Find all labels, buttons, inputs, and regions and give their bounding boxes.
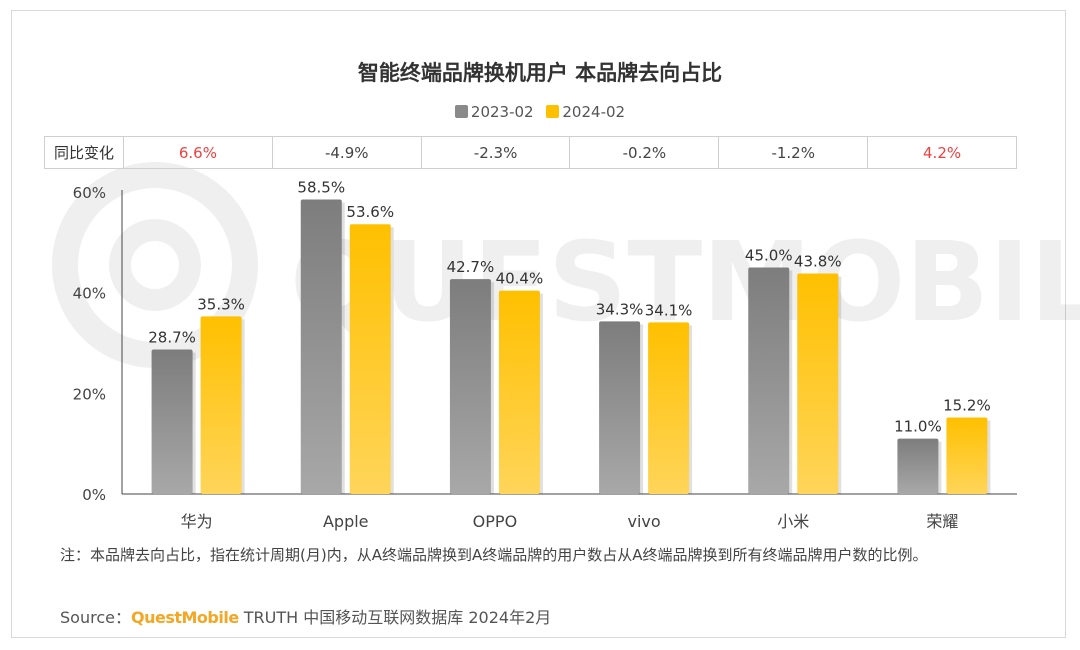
data-label: 53.6% — [346, 203, 394, 221]
x-tick-label: OPPO — [473, 512, 517, 531]
footnote: 注：本品牌去向占比，指在统计周期(月)内，从A终端品牌换到A终端品牌的用户数占从… — [60, 546, 928, 564]
data-label: 42.7% — [447, 258, 495, 276]
data-label: 15.2% — [943, 396, 991, 414]
bar-2024-02 — [946, 417, 988, 494]
yoy-header: 同比变化 — [44, 136, 124, 169]
x-tick-label: Apple — [323, 512, 369, 531]
legend-item-2023: 2023-02 — [454, 103, 534, 121]
y-tick-label: 40% — [73, 285, 106, 303]
data-label: 34.1% — [645, 301, 693, 319]
bar-2023-02 — [151, 349, 193, 494]
legend-item-2024: 2024-02 — [546, 103, 625, 121]
bar-2023-02 — [897, 438, 939, 494]
data-label: 58.5% — [297, 179, 345, 197]
x-tick-label: vivo — [627, 512, 660, 531]
source-prefix: Source： — [60, 608, 131, 627]
legend-label-2024: 2024-02 — [562, 103, 626, 121]
legend: 2023-02 2024-02 — [0, 103, 1080, 121]
y-tick-label: 0% — [82, 486, 106, 504]
source-text: TRUTH 中国移动互联网数据库 2024年2月 — [243, 608, 552, 627]
bar-2024-02 — [797, 273, 839, 494]
bar-2024-02 — [648, 322, 690, 494]
x-tick-label: 华为 — [181, 512, 213, 531]
source-line: Source：QuestMobile TRUTH 中国移动互联网数据库 2024… — [60, 604, 551, 628]
y-tick-label: 60% — [73, 184, 106, 202]
data-label: 45.0% — [745, 247, 793, 265]
bar-2023-02 — [449, 279, 491, 494]
bar-2024-02 — [200, 316, 242, 494]
chart-title: 智能终端品牌换机用户 本品牌去向占比 — [357, 61, 723, 85]
x-tick-label: 小米 — [777, 512, 809, 531]
yoy-cell: -1.2% — [718, 136, 869, 169]
data-label: 35.3% — [197, 295, 245, 313]
data-label: 34.3% — [596, 300, 644, 318]
legend-label-2023: 2023-02 — [470, 103, 534, 121]
data-label: 40.4% — [496, 270, 544, 288]
y-tick-label: 20% — [73, 385, 106, 403]
data-label: 28.7% — [148, 329, 196, 347]
bar-2024-02 — [349, 224, 391, 495]
yoy-cell: -2.3% — [420, 136, 571, 169]
yoy-cell: -0.2% — [569, 136, 720, 169]
yoy-cell: 6.6% — [123, 136, 273, 169]
yoy-row: 同比变化 6.6% -4.9% -2.3% -0.2% -1.2% 4.2% — [44, 136, 1017, 169]
data-label: 43.8% — [794, 253, 842, 271]
data-label: 11.0% — [894, 418, 942, 436]
x-tick-label: 荣耀 — [926, 512, 958, 531]
bar-2024-02 — [498, 290, 540, 494]
yoy-table: 同比变化 6.6% -4.9% -2.3% -0.2% -1.2% 4.2% — [44, 136, 1017, 169]
legend-swatch-2023 — [454, 105, 468, 118]
bar-2023-02 — [599, 321, 641, 494]
source-brand: QuestMobile — [130, 608, 239, 627]
bar-2023-02 — [748, 267, 790, 494]
yoy-cell: 4.2% — [867, 136, 1017, 169]
bar-2023-02 — [300, 199, 342, 495]
yoy-cell: -4.9% — [271, 136, 422, 169]
legend-swatch-2024 — [546, 105, 560, 118]
